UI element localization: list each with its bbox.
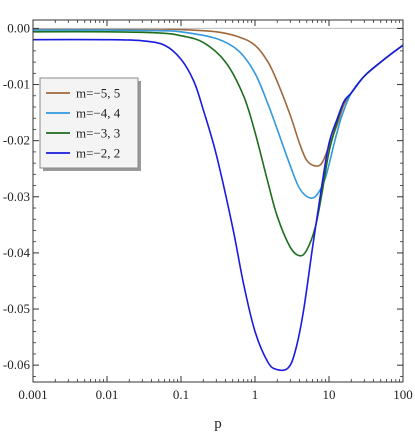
y-tick-label: -0.02: [3, 133, 30, 148]
legend-label-3: m=−3, 3: [76, 126, 120, 141]
y-tick-label: -0.04: [3, 245, 31, 260]
x-tick-label: 0.001: [18, 387, 47, 402]
legend-label-1: m=−5, 5: [76, 86, 120, 101]
x-tick-label: 10: [323, 387, 336, 402]
x-axis-label: p: [214, 416, 222, 432]
legend-label-4: m=−2, 2: [76, 146, 120, 161]
x-tick-label: 0.01: [96, 387, 119, 402]
y-tick-label: -0.03: [3, 189, 30, 204]
legend-label-2: m=−4, 4: [76, 106, 121, 121]
plot-frame: [32, 19, 404, 383]
y-tick-label: 0.00: [7, 20, 30, 35]
x-tick-label: 0.1: [173, 387, 189, 402]
curves-layer: [32, 28, 404, 372]
y-tick-label: -0.01: [3, 77, 30, 92]
legend: m=−5, 5 m=−4, 4 m=−3, 3 m=−2, 2: [39, 77, 141, 171]
axes-layer: 0.001 0.01 0.1 1 10 100 0.00 -0.01 -0.02 -0.03 -0.…: [3, 19, 413, 432]
x-tick-label: 100: [393, 387, 413, 402]
series-line-4: [32, 38, 404, 372]
y-tick-label: -0.06: [3, 357, 31, 372]
y-tick-label: -0.05: [3, 301, 30, 316]
x-tick-label: 1: [252, 387, 259, 402]
